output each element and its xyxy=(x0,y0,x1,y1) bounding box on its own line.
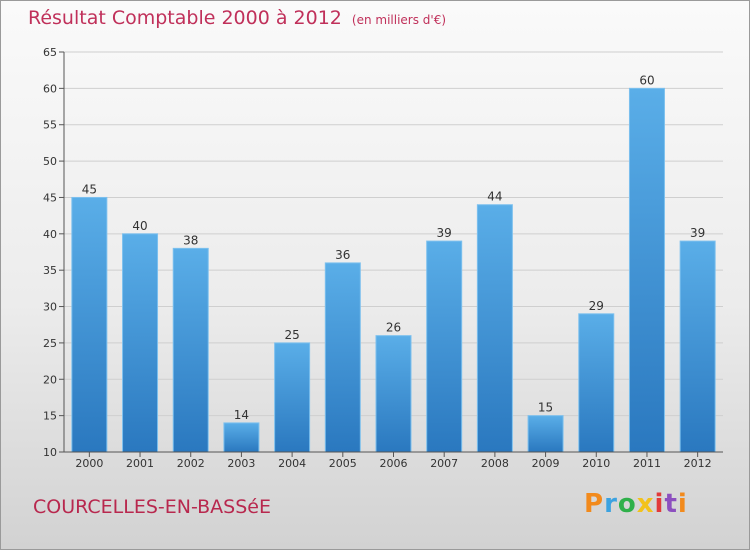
logo-letter: t xyxy=(664,489,678,519)
y-tick-label: 40 xyxy=(43,228,57,241)
y-tick-label: 45 xyxy=(43,191,57,204)
data-label-2000: 45 xyxy=(82,182,97,196)
data-label-2012: 39 xyxy=(690,226,705,240)
bar-2002 xyxy=(172,247,209,453)
data-label-2007: 39 xyxy=(437,226,452,240)
logo-letter: i xyxy=(677,489,688,519)
bar-2011 xyxy=(628,87,665,453)
x-tick-label-2006: 2006 xyxy=(380,457,408,470)
bar-2009 xyxy=(527,415,564,453)
bar-2006 xyxy=(375,335,412,453)
x-tick-label-2003: 2003 xyxy=(227,457,255,470)
x-tick-label-2011: 2011 xyxy=(633,457,661,470)
x-tick-label-2007: 2007 xyxy=(430,457,458,470)
y-tick-label: 25 xyxy=(43,337,57,350)
y-tick-label: 50 xyxy=(43,155,57,168)
bar-2000 xyxy=(71,196,108,453)
x-tick-label-2001: 2001 xyxy=(126,457,154,470)
bar-2010 xyxy=(578,313,615,453)
logo-letter: P xyxy=(584,489,605,519)
bar-2007 xyxy=(426,240,463,453)
data-label-2005: 36 xyxy=(335,248,350,262)
bar-2005 xyxy=(324,262,361,453)
data-label-2010: 29 xyxy=(589,299,604,313)
bar-2004 xyxy=(274,342,311,453)
x-axis: 2000 2001 2002 2003 2004 2005 2006 2007 2008 2009… xyxy=(64,451,723,470)
y-tick-label: 60 xyxy=(43,82,57,95)
data-label-2003: 14 xyxy=(234,408,249,422)
y-tick-label: 20 xyxy=(43,373,57,386)
logo-letter: x xyxy=(636,489,655,519)
y-tick-label: 35 xyxy=(43,264,57,277)
y-axis: 10 15 20 25 30 35 40 45 50 55 60 65 xyxy=(43,46,65,459)
x-tick-label-2002: 2002 xyxy=(177,457,205,470)
y-tick-label: 65 xyxy=(43,46,57,59)
logo-letter: i xyxy=(654,489,665,519)
data-label-2009: 15 xyxy=(538,401,553,415)
bar-2012 xyxy=(679,240,716,453)
bars: 45 40 38 14 25 36 26 39 44 15 29 60 39 xyxy=(71,73,716,453)
data-label-2006: 26 xyxy=(386,321,401,335)
x-tick-label-2000: 2000 xyxy=(75,457,103,470)
x-tick-label-2008: 2008 xyxy=(481,457,509,470)
data-label-2011: 60 xyxy=(639,73,654,87)
x-tick-label-2005: 2005 xyxy=(329,457,357,470)
logo-letter: r xyxy=(604,489,618,519)
bar-2003 xyxy=(223,422,260,453)
data-label-2001: 40 xyxy=(132,219,147,233)
data-label-2002: 38 xyxy=(183,233,198,247)
x-tick-label-2010: 2010 xyxy=(582,457,610,470)
x-tick-label-2004: 2004 xyxy=(278,457,306,470)
y-tick-label: 15 xyxy=(43,410,57,423)
y-tick-label: 30 xyxy=(43,301,57,314)
commune-name: COURCELLES-EN-BASSéE xyxy=(33,496,271,518)
bar-2008 xyxy=(476,204,513,453)
logo-letter: o xyxy=(617,489,637,519)
proxiti-logo[interactable]: Proxiti xyxy=(584,489,688,519)
chart-title: Résultat Comptable 2000 à 2012 (en millie… xyxy=(28,7,447,29)
unit-note: (en milliers d'€) xyxy=(351,13,447,27)
y-tick-label: 55 xyxy=(43,119,57,132)
x-tick-label-2009: 2009 xyxy=(532,457,560,470)
data-label-2008: 44 xyxy=(487,190,502,204)
bar-2001 xyxy=(122,233,159,453)
data-label-2004: 25 xyxy=(284,328,299,342)
y-tick-label: 10 xyxy=(43,446,57,459)
x-tick-label-2012: 2012 xyxy=(684,457,712,470)
